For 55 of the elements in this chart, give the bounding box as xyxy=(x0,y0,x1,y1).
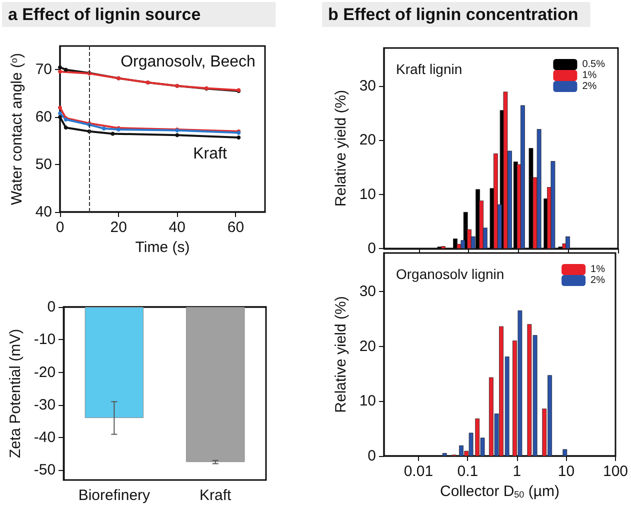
y-tick-label: 10 xyxy=(359,186,376,203)
y-tick-label: 10 xyxy=(359,392,376,410)
annotation: Organosolv lignin xyxy=(396,266,504,282)
y-axis-title: Relative yield (%) xyxy=(332,296,350,413)
point xyxy=(175,133,180,138)
y-tick-label: 40 xyxy=(35,204,52,220)
point xyxy=(64,126,68,130)
y-axis-title: Relative yield (%) xyxy=(332,90,350,207)
legend-label: 1% xyxy=(582,70,597,81)
x-tick-label: 40 xyxy=(168,219,186,236)
x-tick-label: 100 xyxy=(602,463,628,480)
point xyxy=(64,68,68,72)
y-tick-label: 0 xyxy=(368,240,376,257)
y-tick-label: 20 xyxy=(359,338,376,355)
x-axis-title: Time (s) xyxy=(135,238,190,256)
chart-title: a Effect of lignin source xyxy=(8,5,201,24)
y-tick-label: 30 xyxy=(359,77,376,94)
x-tick-label: 1 xyxy=(512,463,522,480)
y-tick-label: -20 xyxy=(34,364,56,381)
legend-label: 1% xyxy=(590,264,606,275)
chart-title: b Effect of lignin concentration xyxy=(328,5,578,24)
y-tick-label: -40 xyxy=(34,429,56,446)
point xyxy=(58,65,62,70)
y-axis-title: Zeta Potential (mV) xyxy=(7,328,24,458)
x-axis-title: Collector D50 (µm) xyxy=(440,482,560,500)
y-tick-label: -50 xyxy=(34,462,56,479)
x-tick-label: Biorefinery xyxy=(78,487,151,504)
y-tick-label: 0 xyxy=(368,448,376,464)
y-tick-label: 20 xyxy=(359,132,376,149)
x-tick-label: 20 xyxy=(110,219,127,236)
annotation: Kraft xyxy=(193,146,228,162)
point xyxy=(58,115,62,120)
legend-label: 2% xyxy=(590,275,606,286)
y-tick-label: -30 xyxy=(34,396,56,414)
y-tick-label: 70 xyxy=(35,61,52,78)
x-tick-label: 60 xyxy=(227,219,244,236)
annotation: Kraft lignin xyxy=(396,61,462,77)
x-tick-label: 0.1 xyxy=(457,463,478,480)
point xyxy=(102,126,106,131)
y-axis-title: Water contact angle (o) xyxy=(8,52,26,206)
point xyxy=(110,132,115,136)
y-tick-label: 30 xyxy=(359,282,376,300)
y-tick-label: 50 xyxy=(35,156,52,174)
y-tick-label: 60 xyxy=(35,108,52,126)
x-tick-label: 10 xyxy=(558,463,575,480)
annotation: Organosolv, Beech xyxy=(120,54,256,70)
legend-label: 2% xyxy=(582,81,597,92)
point xyxy=(58,70,62,74)
x-tick-label: 0.01 xyxy=(404,463,434,480)
point xyxy=(58,111,62,116)
legend-label: 0.5% xyxy=(582,59,606,70)
y-tick-label: -10 xyxy=(34,331,56,348)
point xyxy=(236,136,241,140)
point xyxy=(58,106,62,110)
y-tick-label: 0 xyxy=(47,298,56,316)
